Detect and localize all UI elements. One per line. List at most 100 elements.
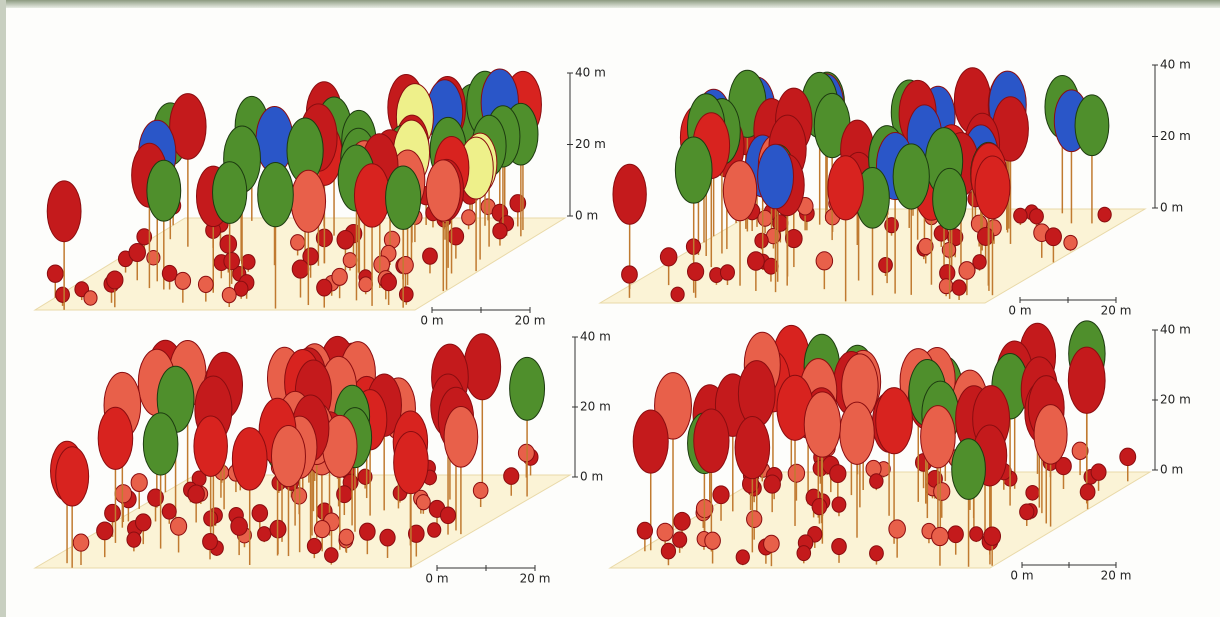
tree-crown — [828, 156, 864, 220]
tree-crown — [939, 279, 953, 294]
height-label: 0 m — [580, 470, 603, 484]
top-edge — [0, 0, 1220, 8]
tree-crown — [444, 407, 478, 468]
tree-crown — [934, 483, 950, 501]
scale-bar-label: 0 m — [1010, 569, 1033, 583]
tree-crown — [386, 166, 421, 229]
tree-crown — [493, 223, 507, 239]
tree-crown — [380, 529, 395, 546]
tree-crown — [879, 257, 893, 272]
tree-crown — [194, 416, 228, 476]
tree-crown — [1091, 464, 1106, 480]
tree-crown — [381, 274, 397, 291]
tree-crown — [984, 527, 1001, 545]
tree-crown — [1020, 504, 1034, 520]
tree-crown — [1075, 95, 1109, 156]
tree-crown — [314, 521, 330, 538]
tree-crown — [764, 475, 780, 493]
tree-crown — [694, 409, 729, 473]
tree-crown — [105, 504, 121, 521]
tree-crown — [127, 532, 141, 547]
tree-crown — [510, 357, 545, 420]
scale-bar-label: 0 m — [420, 314, 443, 328]
tree-crown — [399, 287, 413, 302]
tree-crown — [203, 533, 218, 549]
tree-crown — [291, 170, 325, 232]
height-label: 20 m — [580, 400, 611, 414]
tree-crown — [504, 468, 519, 485]
tree-crown — [830, 465, 846, 483]
tree-crown — [1030, 209, 1044, 224]
scale-bar-label: 20 m — [515, 314, 546, 328]
tree-crown — [325, 548, 339, 563]
tree-crown — [136, 514, 151, 531]
tree-crown — [47, 265, 63, 282]
tree-crown — [448, 228, 464, 245]
tree-crown — [84, 291, 97, 305]
left-edge — [0, 0, 6, 617]
tree-crown — [921, 406, 956, 468]
tree-crown — [147, 160, 181, 221]
tree-crown — [637, 522, 652, 539]
tree-crown — [107, 271, 123, 289]
tree-crown — [758, 144, 794, 209]
tree-crown — [1072, 442, 1088, 459]
tree-crown — [952, 280, 966, 295]
tree-crown — [198, 276, 213, 292]
tree-crown — [675, 137, 712, 203]
tree-crown — [224, 253, 240, 270]
tree-crown — [241, 254, 255, 269]
tree-crown — [804, 392, 840, 457]
tree-crown — [975, 156, 1010, 219]
tree-crown — [1068, 347, 1105, 413]
tree-crown — [73, 534, 89, 551]
tree-crown — [131, 474, 147, 492]
tree-crown — [339, 529, 354, 545]
tree-crown — [738, 361, 775, 427]
tree-crown — [258, 527, 271, 542]
tree-crown — [231, 517, 248, 535]
tree-crown — [129, 243, 145, 261]
tree-crown — [56, 287, 70, 302]
tree-crown — [832, 497, 846, 512]
tree-crown — [1034, 405, 1067, 465]
tree-crown — [893, 144, 929, 209]
tree-crown — [674, 512, 690, 530]
tree-crown — [359, 277, 373, 292]
tree-crown — [1080, 484, 1095, 500]
tree-crown — [747, 252, 764, 270]
tree-crown — [959, 262, 975, 280]
tree-crown — [115, 485, 132, 503]
tree-crown — [723, 161, 756, 221]
tree-crown — [788, 464, 804, 482]
height-label: 40 m — [575, 66, 606, 80]
tree-crown — [812, 499, 827, 515]
scale-bar-label: 20 m — [1101, 304, 1132, 318]
tree-crown — [426, 160, 460, 221]
tree-crown — [1045, 228, 1061, 246]
tree-crown — [671, 287, 684, 302]
tree-crown — [97, 522, 113, 540]
tree-crown — [56, 447, 89, 506]
tree-crown — [143, 413, 178, 475]
tree-crown — [870, 474, 883, 489]
height-label: 20 m — [1160, 393, 1191, 407]
tree-crown — [188, 485, 205, 503]
tree-crown — [354, 164, 389, 227]
tree-crown — [291, 235, 305, 250]
tree-crown — [952, 439, 986, 500]
tree-crown — [633, 410, 668, 473]
tree-crown — [464, 334, 501, 400]
tree-crown — [213, 162, 247, 224]
tree-crown — [47, 181, 81, 242]
tree-crown — [622, 266, 638, 283]
height-label: 40 m — [580, 330, 611, 344]
tree-crown — [292, 260, 309, 278]
tree-crown — [660, 248, 677, 266]
tree-crown — [1026, 485, 1039, 500]
tree-crown — [735, 417, 770, 479]
tree-crown — [317, 279, 332, 296]
tree-crown — [162, 265, 177, 281]
tree-crown — [720, 265, 734, 280]
tree-crown — [332, 268, 347, 285]
